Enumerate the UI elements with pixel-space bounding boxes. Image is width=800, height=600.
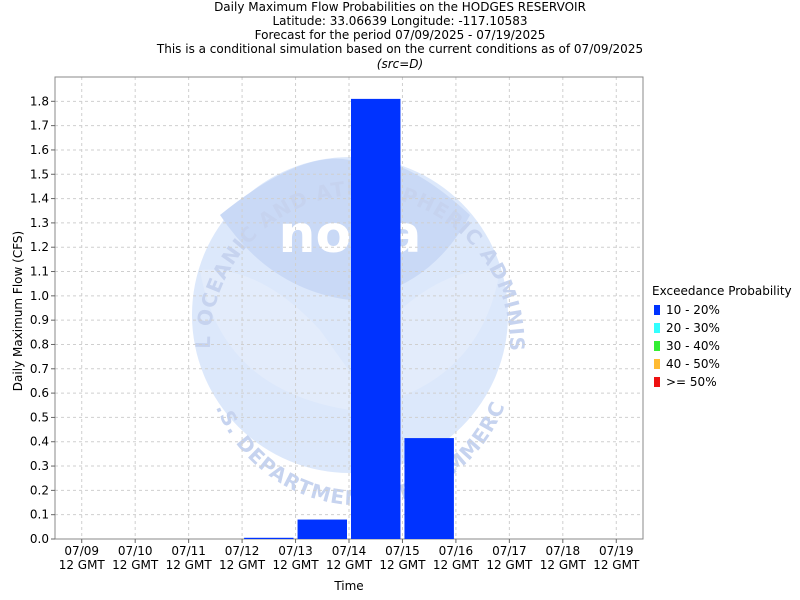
x-tick-label-date: 07/12 xyxy=(225,544,260,558)
x-tick-label-time: 12 GMT xyxy=(273,558,320,572)
x-tick-label-date: 07/15 xyxy=(385,544,420,558)
chart-axes: 0.0 0.1 0.2 0.3 0.4 0.5 0.6 0.7 0.8 0.9 1.0 1.1 1.2 1… xyxy=(30,94,640,572)
legend-label: 20 - 30% xyxy=(666,321,720,335)
y-tick-label: 1.1 xyxy=(30,265,49,279)
y-tick-label: 0.2 xyxy=(30,483,49,497)
legend-label: 10 - 20% xyxy=(666,303,720,317)
bar xyxy=(351,98,401,539)
watermark-wave xyxy=(200,269,500,410)
chart-subtitle-source: (src=D) xyxy=(376,57,424,71)
watermark-bird xyxy=(220,158,470,300)
y-tick-label: 0.6 xyxy=(30,386,49,400)
x-tick-label-time: 12 GMT xyxy=(486,558,533,572)
x-tick-label-date: 07/16 xyxy=(439,544,474,558)
chart-subtitle-location: Latitude: 33.06639 Longitude: -117.10583 xyxy=(272,14,528,28)
y-tick-label: 0.0 xyxy=(30,532,49,546)
x-tick-label-time: 12 GMT xyxy=(540,558,587,572)
y-tick-label: 0.8 xyxy=(30,337,49,351)
legend-item: 10 - 20% xyxy=(652,301,792,319)
chart-subtitle-conditions: This is a conditional simulation based o… xyxy=(156,42,644,56)
x-tick-label-time: 12 GMT xyxy=(219,558,266,572)
legend-item: 20 - 30% xyxy=(652,319,792,337)
bar xyxy=(244,537,294,539)
bar xyxy=(404,438,454,539)
x-tick-label-time: 12 GMT xyxy=(166,558,213,572)
legend-item: 30 - 40% xyxy=(652,337,792,355)
x-tick-label-date: 07/18 xyxy=(546,544,581,558)
x-tick-label-time: 12 GMT xyxy=(112,558,159,572)
y-tick-label: 1.2 xyxy=(30,240,49,254)
legend-swatch xyxy=(654,377,660,387)
legend-swatch xyxy=(654,323,660,333)
legend-label: 40 - 50% xyxy=(666,357,720,371)
x-tick-label-date: 07/11 xyxy=(171,544,206,558)
x-tick-label-date: 07/17 xyxy=(492,544,527,558)
x-axis-label: Time xyxy=(333,579,363,593)
legend-swatch xyxy=(654,341,660,351)
legend-label: >= 50% xyxy=(666,375,717,389)
y-tick-label: 1.6 xyxy=(30,143,49,157)
y-tick-label: 1.8 xyxy=(30,94,49,108)
x-tick-label-date: 07/19 xyxy=(599,544,634,558)
x-tick-label-date: 07/10 xyxy=(118,544,153,558)
y-tick-label: 0.5 xyxy=(30,410,49,424)
legend-item: >= 50% xyxy=(652,373,792,391)
legend-label: 30 - 40% xyxy=(666,339,720,353)
x-tick-label-time: 12 GMT xyxy=(379,558,426,572)
y-axis-label: Daily Maximum Flow (CFS) xyxy=(11,231,25,391)
y-tick-label: 0.7 xyxy=(30,362,49,376)
chart-bars xyxy=(244,98,454,539)
y-tick-label: 1.3 xyxy=(30,216,49,230)
x-tick-label-date: 07/09 xyxy=(64,544,99,558)
y-tick-label: 0.3 xyxy=(30,459,49,473)
y-tick-label: 1.4 xyxy=(30,192,49,206)
y-tick-label: 1.7 xyxy=(30,119,49,133)
x-tick-label-date: 07/14 xyxy=(332,544,367,558)
y-tick-label: 1.5 xyxy=(30,167,49,181)
legend-swatch xyxy=(654,359,660,369)
legend: Exceedance Probability 10 - 20% 20 - 30%… xyxy=(652,284,792,391)
legend-item: 40 - 50% xyxy=(652,355,792,373)
x-tick-label-time: 12 GMT xyxy=(326,558,373,572)
y-tick-label: 0.9 xyxy=(30,313,49,327)
x-tick-label-time: 12 GMT xyxy=(59,558,106,572)
y-tick-label: 0.4 xyxy=(30,435,49,449)
bar xyxy=(297,519,347,539)
y-tick-label: 1.0 xyxy=(30,289,49,303)
x-tick-label-time: 12 GMT xyxy=(433,558,480,572)
x-tick-label-time: 12 GMT xyxy=(593,558,640,572)
legend-swatch xyxy=(654,305,660,315)
chart-grid xyxy=(55,77,643,540)
legend-title: Exceedance Probability xyxy=(652,284,792,298)
chart-title: Daily Maximum Flow Probabilities on the … xyxy=(214,0,586,14)
x-tick-label-date: 07/13 xyxy=(278,544,313,558)
y-tick-label: 0.1 xyxy=(30,508,49,522)
chart-subtitle-period: Forecast for the period 07/09/2025 - 07/… xyxy=(254,28,546,42)
